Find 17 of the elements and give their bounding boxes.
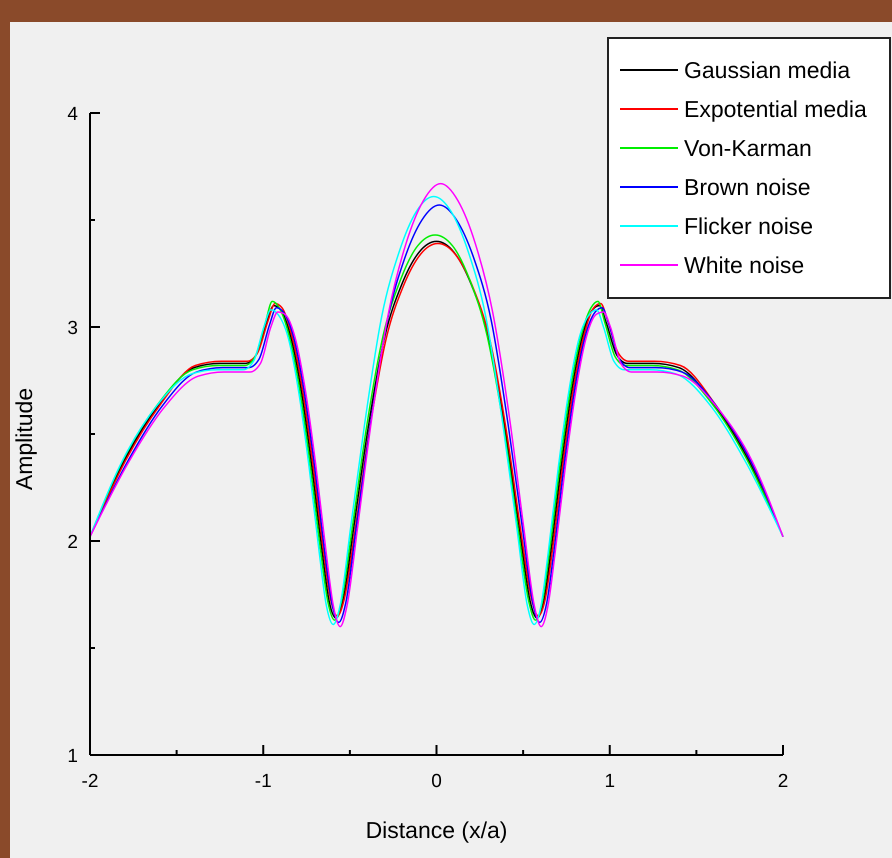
x-tick-label: -2 <box>82 771 98 792</box>
x-tick-label: -1 <box>254 771 272 792</box>
legend-label: Brown noise <box>684 174 811 200</box>
x-axis-title: Distance (x/a) <box>366 817 508 843</box>
y-tick-label: 1 <box>67 746 78 767</box>
y-tick-label: 3 <box>67 318 78 339</box>
legend-label: White noise <box>684 252 804 278</box>
y-tick-label: 2 <box>67 532 78 553</box>
legend-label: Expotential media <box>684 96 868 122</box>
x-tick-label: 2 <box>778 771 788 792</box>
y-tick-label: 4 <box>67 104 78 125</box>
legend-label: Gaussian media <box>684 57 850 83</box>
x-tick-label: 0 <box>431 771 442 792</box>
y-axis-title: Amplitude <box>11 388 37 490</box>
legend-label: Von-Karman <box>684 135 812 161</box>
x-tick-label: 1 <box>604 771 616 792</box>
legend-label: Flicker noise <box>684 213 814 239</box>
